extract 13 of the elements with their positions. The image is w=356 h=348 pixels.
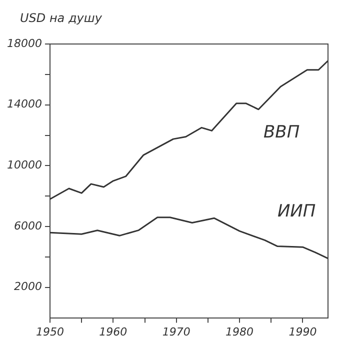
series-label: ВВП — [264, 122, 300, 142]
y-tick-label: 14000 — [6, 98, 42, 111]
y-tick-label: 18000 — [6, 36, 42, 50]
x-tick-label: 1960 — [99, 325, 128, 338]
y-axis-title: USD на душу — [20, 11, 103, 25]
y-tick-label: 6000 — [14, 219, 42, 232]
x-tick-label: 1980 — [226, 325, 254, 338]
y-tick-label: 10000 — [6, 158, 42, 172]
x-tick-label: 1990 — [288, 325, 317, 338]
x-tick-label: 1950 — [36, 325, 64, 338]
y-tick-label: 2000 — [14, 280, 42, 294]
series-label: ИИП — [277, 201, 316, 222]
x-tick-label: 1970 — [162, 325, 190, 338]
